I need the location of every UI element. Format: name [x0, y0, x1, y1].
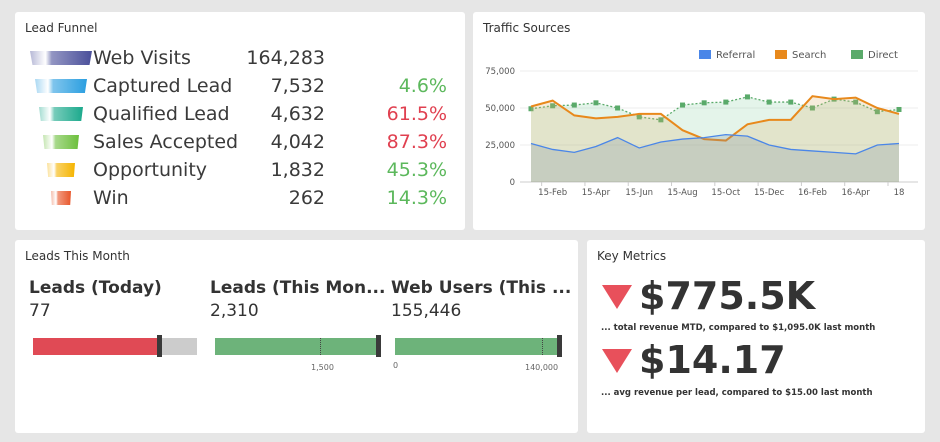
metric-subtitle: ... total revenue MTD, compared to $1,09… — [601, 323, 876, 333]
bullet-reference-line — [542, 338, 543, 355]
data-point-direct — [701, 100, 707, 106]
funnel-stage-value: 164,283 — [246, 47, 325, 69]
series-line-referral — [530, 133, 900, 155]
data-point-direct — [809, 105, 815, 111]
data-point-direct — [853, 99, 859, 105]
data-point-direct — [744, 94, 750, 100]
legend-direct[interactable]: Direct — [851, 50, 898, 61]
data-point-direct — [571, 102, 577, 108]
funnel-stage-icon — [43, 135, 79, 149]
series-area-referral — [531, 134, 899, 182]
kpi-title: Leads (This Mon... — [210, 278, 386, 298]
funnel-stage-value: 1,832 — [270, 159, 325, 181]
data-point-direct — [680, 102, 686, 108]
funnel-stage-label: Qualified Lead — [93, 103, 230, 125]
funnel-stage-icon — [30, 51, 92, 65]
x-tick-label: 15-Feb — [538, 188, 567, 198]
bullet-reference-line — [320, 338, 321, 355]
data-point-direct — [766, 99, 772, 105]
funnel-conversion-rate: 61.5% — [386, 103, 447, 125]
funnel-conversion-rate: 14.3% — [386, 187, 447, 209]
bullet-bar-fill — [215, 338, 379, 355]
funnel-stage-label: Win — [93, 187, 129, 209]
y-tick-label: 25,000 — [485, 141, 515, 151]
lead-funnel-panel: Lead Funnel Web Visits 164,283 Captured … — [15, 12, 465, 230]
funnel-stage-value: 262 — [288, 187, 325, 209]
trend-down-icon — [602, 285, 632, 309]
funnel-row: Web Visits 164,283 — [15, 47, 465, 75]
funnel-stage-label: Web Visits — [93, 47, 191, 69]
data-point-direct — [658, 117, 664, 123]
y-tick-label: 50,000 — [485, 104, 515, 114]
bullet-bar-fill — [33, 338, 159, 355]
funnel-conversion-rate: 45.3% — [386, 159, 447, 181]
data-point-direct — [874, 109, 880, 115]
x-tick-label: 16-Apr — [842, 188, 871, 198]
kpi-value: 155,446 — [391, 301, 462, 321]
data-point-direct — [550, 103, 556, 109]
panel-title: Lead Funnel — [25, 21, 98, 35]
traffic-sources-panel: Traffic Sources Referral Search Direct 0… — [473, 12, 925, 230]
data-point-direct — [723, 99, 729, 105]
data-point-direct — [788, 99, 794, 105]
bullet-target-marker — [557, 335, 562, 357]
trend-down-icon — [602, 349, 632, 373]
x-tick-label: 15-Oct — [711, 188, 740, 198]
funnel-row: Qualified Lead 4,632 61.5% — [15, 103, 465, 131]
series-line-direct — [530, 96, 900, 121]
data-point-direct — [896, 106, 902, 112]
leads-this-month-panel: Leads This Month Leads (Today) 77 Leads … — [15, 240, 578, 433]
funnel-conversion-rate: 4.6% — [398, 75, 447, 97]
data-point-direct — [615, 105, 621, 111]
funnel-stage-value: 7,532 — [270, 75, 325, 97]
panel-title: Leads This Month — [25, 249, 130, 263]
funnel-stage-icon — [35, 79, 87, 93]
series-line-search — [530, 95, 900, 142]
funnel-stage-label: Opportunity — [93, 159, 208, 181]
funnel-stage-icon — [39, 107, 83, 121]
panel-title: Traffic Sources — [483, 21, 571, 35]
bullet-tick-label: 0 — [393, 361, 399, 370]
funnel-row: Win 262 14.3% — [15, 187, 465, 215]
funnel-stage-icon — [51, 191, 71, 205]
funnel-row: Opportunity 1,832 45.3% — [15, 159, 465, 187]
bullet-target-marker — [157, 335, 162, 357]
legend-search[interactable]: Search — [775, 50, 826, 61]
kpi-value: 2,310 — [210, 301, 259, 321]
funnel-stage-value: 4,632 — [270, 103, 325, 125]
kpi-value: 77 — [29, 301, 51, 321]
funnel-conversion-rate: 87.3% — [386, 131, 447, 153]
y-tick-label: 0 — [510, 178, 515, 188]
panel-title: Key Metrics — [597, 249, 667, 263]
x-tick-label: 15-Apr — [582, 188, 611, 198]
x-tick-label: 15-Jun — [625, 188, 653, 198]
y-tick-label: 75,000 — [485, 67, 515, 77]
funnel-stage-label: Sales Accepted — [93, 131, 239, 153]
x-tick-label: 15-Aug — [667, 188, 697, 198]
kpi-title: Web Users (This ... — [391, 278, 572, 298]
metric-value: $14.17 — [639, 338, 786, 382]
x-tick-label: 16-Feb — [798, 188, 827, 198]
funnel-stage-value: 4,042 — [270, 131, 325, 153]
traffic-chart: 0 25,000 50,000 75,000 15-Feb 15-Apr 15-Jun 15-… — [485, 67, 918, 198]
kpi-title: Leads (Today) — [29, 278, 162, 298]
data-point-direct — [593, 100, 599, 106]
bullet-tick-label: 140,000 — [525, 363, 559, 372]
funnel-stage-label: Captured Lead — [93, 75, 233, 97]
data-point-direct — [528, 106, 534, 112]
bullet-tick-label: 1,500 — [311, 363, 334, 372]
funnel-row: Sales Accepted 4,042 87.3% — [15, 131, 465, 159]
key-metrics-panel: Key Metrics $775.5K ... total revenue MT… — [587, 240, 925, 433]
legend-referral[interactable]: Referral — [699, 50, 755, 61]
x-tick-label: 15-Dec — [754, 188, 785, 198]
bullet-bar-fill — [395, 338, 559, 355]
data-point-direct — [636, 114, 642, 120]
funnel-stage-icon — [47, 163, 75, 177]
funnel-row: Captured Lead 7,532 4.6% — [15, 75, 465, 103]
x-tick-label: 18 — [894, 188, 905, 198]
metric-subtitle: ... avg revenue per lead, compared to $1… — [601, 388, 873, 398]
bullet-target-marker — [376, 335, 381, 357]
metric-value: $775.5K — [639, 274, 816, 318]
series-area-search — [531, 96, 899, 182]
